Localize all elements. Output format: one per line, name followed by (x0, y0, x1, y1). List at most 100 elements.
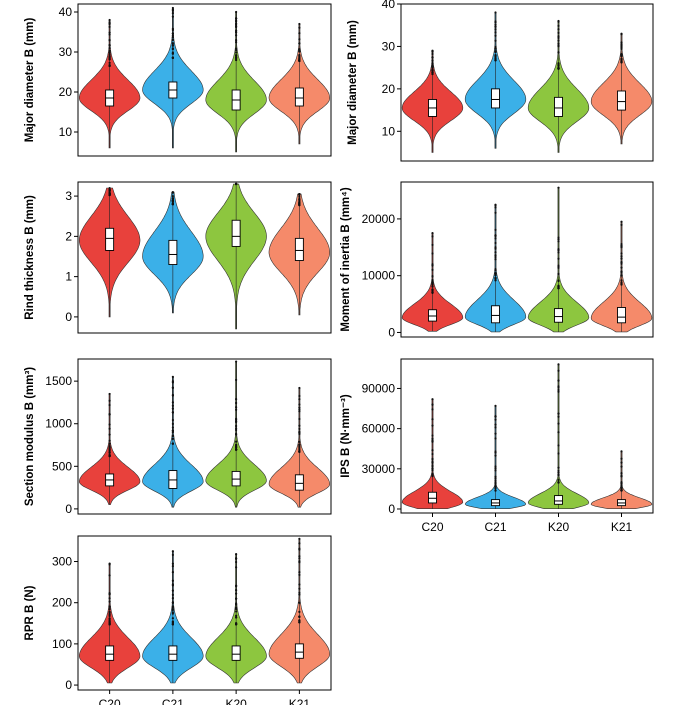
outlier-point (108, 47, 111, 50)
violin-C21 (464, 404, 527, 509)
box-iqr (617, 307, 626, 324)
outlier-point (108, 51, 111, 54)
y-tick-label: 10 (382, 124, 396, 138)
outlier-point (171, 15, 174, 18)
y-tick-label: 20000 (362, 212, 396, 226)
outlier-point (494, 414, 497, 418)
outlier-point (108, 392, 111, 396)
outlier-point (235, 378, 238, 382)
outlier-point (620, 266, 623, 269)
violin-K21 (268, 22, 330, 145)
outlier-point (494, 23, 497, 26)
y-tick-label: 1500 (45, 374, 72, 388)
box-iqr (294, 643, 304, 659)
y-tick-label: 60000 (362, 422, 396, 436)
outlier-point (171, 41, 174, 45)
outlier-point (557, 31, 560, 34)
outlier-point (557, 272, 560, 276)
outlier-point (235, 41, 238, 44)
outlier-point (494, 251, 497, 254)
y-tick-label: 500 (52, 459, 72, 473)
box-iqr (491, 88, 500, 109)
outlier-point (620, 257, 623, 260)
outlier-point (298, 610, 301, 613)
outlier-point (431, 59, 434, 63)
outlier-point (171, 437, 174, 440)
outlier-point (431, 474, 434, 477)
outlier-point (298, 38, 301, 41)
outlier-point (494, 486, 497, 490)
violin-C20 (79, 562, 141, 684)
outlier-point (235, 589, 238, 592)
outlier-point (620, 475, 623, 478)
outlier-point (171, 550, 174, 553)
outlier-point (171, 612, 174, 615)
outlier-point (108, 55, 111, 58)
outlier-point (171, 429, 174, 433)
outlier-point (108, 446, 111, 449)
outlier-point (494, 404, 497, 407)
violin-C20 (401, 398, 464, 509)
box-iqr (168, 645, 178, 661)
outlier-point (171, 6, 174, 10)
outlier-point (298, 443, 301, 446)
outlier-point (108, 619, 111, 622)
outlier-point (171, 622, 174, 625)
outlier-point (298, 203, 301, 206)
outlier-point (235, 602, 238, 605)
outlier-point (171, 426, 174, 429)
outlier-point (431, 72, 434, 75)
outlier-point (431, 263, 434, 266)
y-axis-label: Rind thickness B (mm) (24, 195, 36, 320)
outlier-point (557, 237, 560, 241)
outlier-point (431, 424, 434, 427)
outlier-point (108, 600, 111, 603)
outlier-point (431, 464, 434, 467)
box-iqr (617, 90, 626, 111)
x-tick-label: K21 (289, 697, 311, 705)
outlier-point (235, 22, 238, 25)
violin-C20 (401, 231, 464, 332)
box-iqr (294, 87, 304, 107)
violin-K21 (590, 220, 653, 333)
outlier-point (235, 610, 238, 613)
y-tick-label: 100 (52, 637, 72, 651)
outlier-point (557, 415, 560, 418)
outlier-point (494, 279, 497, 282)
y-tick-label: 2 (65, 229, 72, 243)
x-tick-label: C20 (421, 520, 443, 534)
outlier-point (171, 380, 174, 383)
outlier-point (494, 246, 497, 249)
outlier-point (171, 36, 174, 39)
box-iqr (231, 219, 241, 247)
outlier-point (557, 369, 560, 372)
outlier-point (171, 34, 174, 37)
outlier-point (298, 615, 301, 618)
outlier-point (108, 592, 111, 596)
outlier-point (235, 55, 238, 58)
outlier-point (557, 43, 560, 47)
outlier-point (431, 452, 434, 456)
outlier-point (298, 26, 301, 29)
outlier-point (298, 537, 301, 540)
outlier-point (108, 607, 111, 611)
panel-p5: 0 500 1000 1500 Section modulus B (mm³) (24, 358, 332, 516)
x-tick-label: K20 (548, 520, 570, 534)
violin-K21 (268, 386, 330, 508)
outlier-point (235, 401, 238, 405)
y-tick-label: 0 (388, 502, 395, 516)
outlier-point (620, 53, 623, 56)
outlier-point (108, 574, 111, 577)
outlier-point (235, 38, 238, 42)
outlier-point (298, 440, 301, 443)
outlier-point (620, 489, 623, 492)
outlier-point (235, 20, 238, 23)
outlier-point (108, 597, 111, 600)
outlier-point (494, 211, 497, 214)
outlier-point (620, 461, 623, 464)
outlier-point (557, 379, 560, 382)
outlier-point (620, 279, 623, 282)
outlier-point (298, 573, 301, 576)
outlier-point (298, 601, 301, 604)
